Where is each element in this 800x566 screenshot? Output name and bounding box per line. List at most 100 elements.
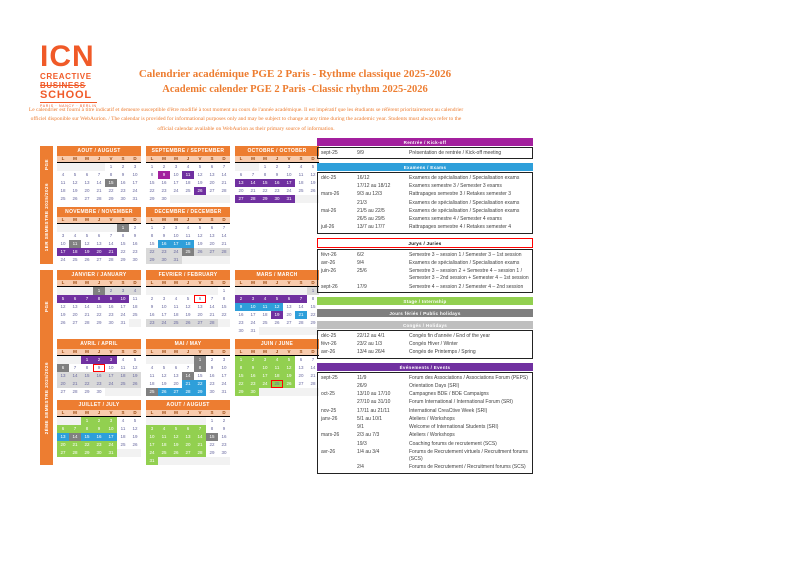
day-cell: 18 (149, 381, 155, 386)
schedule-dates: 23/2 au 1/3 (357, 341, 383, 347)
day-cell: 27 (298, 381, 304, 386)
day-cell: 4 (121, 418, 125, 423)
schedule-description: Examens semestre 4 / Semester 4 exams (409, 216, 502, 222)
day-cell: 14 (96, 180, 102, 185)
day-cell: 21 (221, 241, 227, 246)
schedule-dates: 21/5 au 22/5 (357, 207, 385, 214)
day-cell: 7 (81, 295, 93, 303)
day-of-week-label: V (105, 410, 117, 417)
schedule-description: Congés Hiver / Winter (409, 341, 458, 347)
day-of-week-label: V (283, 349, 295, 356)
day-cell: 25 (271, 380, 283, 388)
day-cell: 6 (210, 164, 214, 169)
day-of-week-label: J (182, 156, 194, 163)
day-cell: 15 (259, 179, 271, 187)
day-of-week-label: M (81, 349, 93, 356)
day-cell: 26 (60, 320, 66, 325)
day-cell: 30 (120, 196, 126, 201)
day-cell: 12 (60, 304, 66, 309)
day-cell: 31 (250, 328, 256, 333)
day-cell: 31 (120, 320, 126, 325)
month-grid: L M M J V S D 1 2 3 4 5 6 7 8 9 10 11 12 13 14 15 16 17 18 19 20 21… (57, 280, 141, 327)
day-of-week-label: D (129, 280, 141, 287)
day-of-week-label: M (81, 280, 93, 287)
schedule-description: International CreaCtive Week (SRI) (409, 407, 488, 414)
day-cell: 30 (108, 320, 114, 325)
day-cell: 16 (209, 373, 215, 378)
day-cell-empty (295, 327, 307, 335)
schedule-row: avr-26 1/4 au 3/4 Forums de Recrutement vi… (318, 448, 532, 464)
day-cell: 8 (109, 172, 113, 177)
day-cell: 10 (247, 303, 259, 311)
schedule-description: Examens semestre 3 / Semester 3 exams (409, 183, 502, 189)
legend-section-rows: déc-25 22/12 au 4/1 Congés fin d'année / E… (317, 330, 533, 359)
day-cell: 20 (57, 441, 69, 449)
schedule-month: sept-25 (321, 374, 338, 381)
day-cell-empty (182, 195, 194, 203)
day-cell: 15 (149, 180, 155, 185)
day-cell: 8 (150, 172, 154, 177)
day-cell-empty (117, 388, 129, 396)
day-cell: 9 (247, 364, 259, 372)
day-cell: 2 (93, 417, 105, 425)
day-cell: 21 (295, 311, 307, 319)
day-of-week-label: M (81, 156, 93, 163)
page-title-en: Academic calender PGE 2 Paris -Classic r… (162, 84, 428, 95)
sidebar-label-bottom: 2ÈME SEMESTRE 2025/2026 (44, 361, 49, 435)
day-cell: 15 (81, 372, 93, 380)
schedule-row: janv-26 5/1 au 10/1 Ateliers / Workshops (318, 415, 532, 423)
day-cell: 25 (117, 380, 129, 388)
day-cell: 19 (197, 241, 203, 246)
schedule-dates: 2/4 (357, 464, 364, 471)
day-of-week-label: M (170, 156, 182, 163)
day-cell: 24 (60, 257, 66, 262)
day-cell: 30 (221, 450, 227, 455)
day-of-week-label: V (105, 217, 117, 224)
day-cell: 26 (283, 380, 295, 388)
day-cell-empty (182, 287, 194, 295)
schedule-row: 2/4 Forums de Recrutement / Recruitment f… (318, 464, 532, 472)
day-cell-empty (206, 457, 218, 465)
day-cell: 9 (275, 172, 279, 177)
day-cell: 17 (259, 372, 271, 380)
day-cell: 27 (194, 319, 206, 327)
month-grid: L M M J V S D 1 2 3 4 5 6 7 8 9 10 11 12 13 14 15 16 17 18 19 20 21… (146, 280, 230, 327)
day-cell: 30 (132, 257, 138, 262)
schedule-row: mai-26 21/5 au 22/5 Examens de spécialisat… (318, 207, 532, 215)
day-cell: 13 (182, 433, 194, 441)
schedule-row: sept-25 9/9 Présentation de rentrée / Kick… (318, 149, 532, 157)
schedule-row: févr-26 23/2 au 1/3 Congés Hiver / Winter (318, 341, 532, 349)
day-cell-empty (81, 163, 93, 171)
calendar-row: JUILLET / JULY L M M J V S D 1 2 3 4 5 6 7 8 9 10 11 12 13 14… (57, 400, 319, 465)
day-cell: 2 (162, 164, 166, 169)
day-cell: 3 (61, 233, 65, 238)
day-of-week-label: L (57, 156, 69, 163)
day-cell: 28 (310, 381, 316, 386)
calendar-block: PGE 2ÈME SEMESTRE 2025/2026 JANVIER / JANU… (40, 270, 319, 465)
schedule-dates: 13/7 au 17/7 (357, 224, 385, 231)
day-cell-empty (218, 195, 230, 203)
day-cell: 15 (81, 433, 93, 441)
day-cell: 19 (132, 434, 138, 439)
day-of-week-label: S (295, 156, 307, 163)
schedule-dates: 13/10 au 17/10 (357, 391, 391, 397)
day-of-week-label: D (218, 156, 230, 163)
day-of-week-label: V (194, 217, 206, 224)
day-cell: 7 (295, 295, 307, 303)
day-cell: 9 (93, 364, 105, 372)
day-cell: 14 (209, 304, 215, 309)
day-cell: 22 (149, 188, 155, 193)
day-cell: 20 (209, 180, 215, 185)
month-title: DECEMBRE / DECEMBER (146, 207, 230, 217)
schedule-description: Examens de spécialisation / Specialisati… (409, 199, 520, 206)
day-of-week-label: M (247, 156, 259, 163)
legend-section-bar: Examens / Exams (317, 163, 533, 172)
day-cell: 11 (173, 304, 179, 309)
calendar-block: PGE 1ER SEMESTRE 2025/2026 AOUT / AUGUST L M… (40, 146, 319, 264)
day-of-week-label: M (247, 349, 259, 356)
schedule-month (318, 399, 354, 406)
day-cell-empty (57, 163, 69, 171)
schedule-row: sept-26 17/9 Semestre 4 – session 2 / Seme… (318, 283, 532, 291)
schedule-dates: 6/2 (357, 251, 364, 258)
day-cell: 2 (121, 164, 125, 169)
